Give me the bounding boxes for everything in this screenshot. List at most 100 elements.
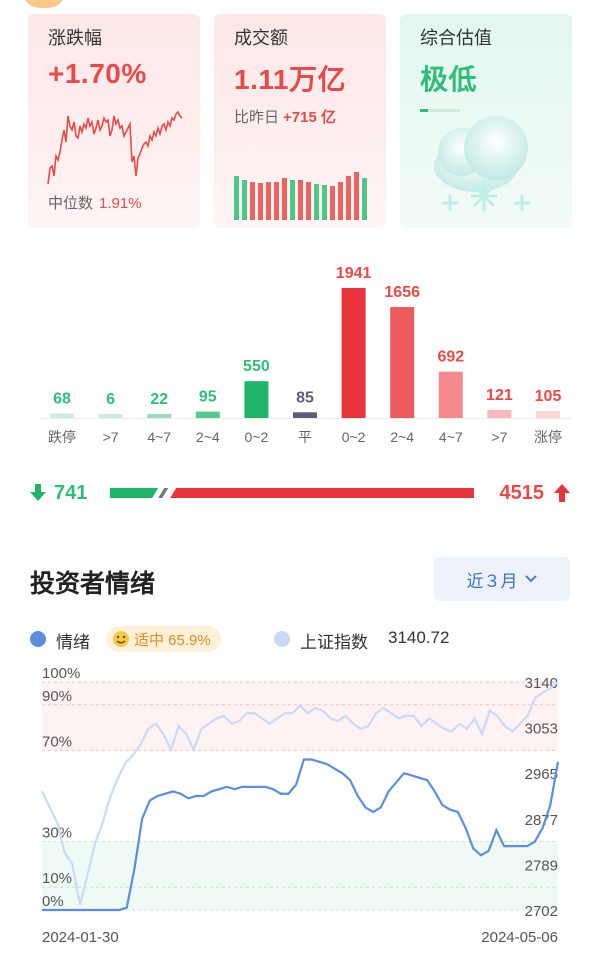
distribution-value-label: 105 bbox=[535, 388, 562, 405]
distribution-value-label: 6 bbox=[106, 391, 115, 408]
distribution-bar bbox=[293, 412, 317, 418]
distribution-value-label: 68 bbox=[53, 390, 71, 407]
high-zone bbox=[42, 682, 558, 751]
change-value: +1.70% bbox=[48, 58, 147, 89]
valuation-title: 综合估值 bbox=[420, 28, 492, 48]
distribution-bar bbox=[536, 410, 560, 418]
up-count: 4515 bbox=[499, 482, 545, 504]
price-change-distribution-chart: 68 跌停 6 >7 22 4~7 95 2~4 550 0~2 85 平 1941 0~2 1656 2~4… bbox=[40, 265, 572, 445]
top-decoration bbox=[22, 0, 66, 8]
distribution-category-label: 跌停 bbox=[48, 429, 76, 445]
distribution-bar bbox=[487, 409, 512, 418]
period-label: 近３月 bbox=[466, 571, 518, 591]
turnover-compare-row: 比昨日 +715 亿 bbox=[234, 106, 336, 127]
valuation-value: 极低 bbox=[420, 64, 478, 95]
turnover-value: 1.11万亿 bbox=[234, 64, 346, 95]
right-axis-tick: 2877 bbox=[525, 812, 558, 829]
distribution-category-label: 4~7 bbox=[439, 429, 463, 445]
distribution-category-label: 0~2 bbox=[342, 429, 366, 445]
left-axis-tick: 90% bbox=[42, 688, 72, 705]
left-axis-tick: 100% bbox=[42, 665, 80, 682]
distribution-bar bbox=[244, 381, 269, 418]
distribution-category-label: 2~4 bbox=[196, 429, 220, 445]
distribution-category-label: 4~7 bbox=[147, 429, 171, 445]
index-line bbox=[41, 681, 559, 906]
distribution-category-label: 涨停 bbox=[534, 429, 562, 445]
distribution-category-label: >7 bbox=[491, 429, 507, 445]
section-title: 投资者情绪 bbox=[30, 570, 156, 598]
distribution-bar bbox=[341, 288, 366, 418]
volume-bar bbox=[290, 180, 295, 220]
ratio-up-segment bbox=[170, 488, 474, 498]
volume-bar bbox=[234, 176, 239, 220]
volume-bar bbox=[250, 182, 255, 220]
distribution-bar bbox=[50, 413, 74, 418]
compare-label: 比昨日 bbox=[234, 109, 280, 126]
distribution-bar bbox=[147, 414, 172, 418]
left-axis-tick: 10% bbox=[42, 870, 72, 887]
distribution-bar bbox=[390, 307, 415, 418]
volume-bar bbox=[354, 172, 359, 220]
distribution-value-label: 1656 bbox=[384, 284, 420, 301]
volume-bar bbox=[266, 182, 271, 220]
chart-legend: 情绪 适中 65.9% 上证指数 3140.72 bbox=[30, 626, 570, 652]
right-axis-tick: 2789 bbox=[525, 858, 558, 875]
right-axis-tick: 2702 bbox=[525, 903, 558, 920]
period-dropdown[interactable]: 近３月 bbox=[434, 557, 570, 601]
ratio-flat-segment bbox=[158, 488, 169, 498]
left-axis-tick: 70% bbox=[42, 733, 72, 750]
change-title: 涨跌幅 bbox=[48, 28, 102, 48]
volume-bar bbox=[258, 183, 263, 220]
distribution-value-label: 22 bbox=[150, 391, 168, 408]
volume-bar bbox=[362, 178, 367, 220]
index-value: 3140.72 bbox=[388, 628, 450, 647]
distribution-value-label: 85 bbox=[296, 389, 314, 406]
left-axis-tick: 0% bbox=[42, 893, 64, 910]
sentiment-badge-text: 适中 65.9% bbox=[134, 631, 211, 649]
right-axis-tick: 3053 bbox=[525, 720, 558, 737]
volume-bar-chart bbox=[234, 172, 367, 220]
snow-cloud-icon bbox=[434, 116, 531, 212]
distribution-bar bbox=[195, 411, 220, 418]
chevron-down-icon bbox=[524, 575, 537, 583]
distribution-category-label: >7 bbox=[103, 429, 119, 445]
median-value: 1.91% bbox=[99, 195, 142, 212]
down-count: 741 bbox=[54, 482, 88, 504]
distribution-value-label: 692 bbox=[437, 349, 464, 366]
sentiment-badge: 适中 65.9% bbox=[106, 626, 221, 652]
distribution-value-label: 121 bbox=[486, 387, 513, 404]
distribution-value-label: 1941 bbox=[336, 265, 372, 282]
x-axis-end: 2024-05-06 bbox=[481, 929, 558, 946]
distribution-category-label: 平 bbox=[298, 429, 312, 445]
right-axis-tick: 2965 bbox=[525, 766, 558, 783]
sentiment-legend-dot bbox=[30, 631, 46, 647]
volume-bar bbox=[298, 180, 303, 220]
sentiment-legend-label: 情绪 bbox=[56, 633, 90, 652]
volume-bar bbox=[338, 182, 343, 220]
sentiment-line bbox=[42, 758, 560, 912]
intraday-line-chart bbox=[47, 110, 183, 185]
change-card[interactable]: 涨跌幅 +1.70% 中位数 1.91% bbox=[28, 14, 200, 228]
x-axis-start: 2024-01-30 bbox=[42, 929, 119, 946]
turnover-card[interactable]: 成交额 1.11万亿 比昨日 +715 亿 bbox=[214, 14, 386, 228]
turnover-title: 成交额 bbox=[234, 28, 288, 48]
ratio-bar bbox=[110, 488, 474, 498]
distribution-bar bbox=[438, 371, 463, 418]
volume-bar bbox=[274, 182, 279, 220]
volume-bar bbox=[242, 180, 247, 220]
distribution-category-label: 0~2 bbox=[245, 429, 269, 445]
smiley-icon bbox=[113, 631, 129, 647]
right-axis-tick: 3140 bbox=[525, 675, 558, 692]
ratio-down-segment bbox=[110, 488, 159, 498]
valuation-level-bar bbox=[420, 109, 460, 112]
median-label: 中位数 bbox=[48, 195, 94, 212]
distribution-category-label: 2~4 bbox=[390, 429, 414, 445]
up-arrow-icon bbox=[554, 484, 570, 502]
sentiment-line-chart: 100% 90% 70% 30% 10% 0% 3140 3053 2965 2877 2789 27… bbox=[41, 665, 560, 946]
volume-bar bbox=[282, 178, 287, 220]
valuation-card[interactable]: 综合估值 极低 bbox=[400, 14, 572, 228]
volume-bar bbox=[314, 184, 319, 220]
distribution-bar bbox=[98, 414, 123, 418]
compare-value: +715 亿 bbox=[283, 109, 336, 126]
volume-bar bbox=[322, 185, 327, 220]
